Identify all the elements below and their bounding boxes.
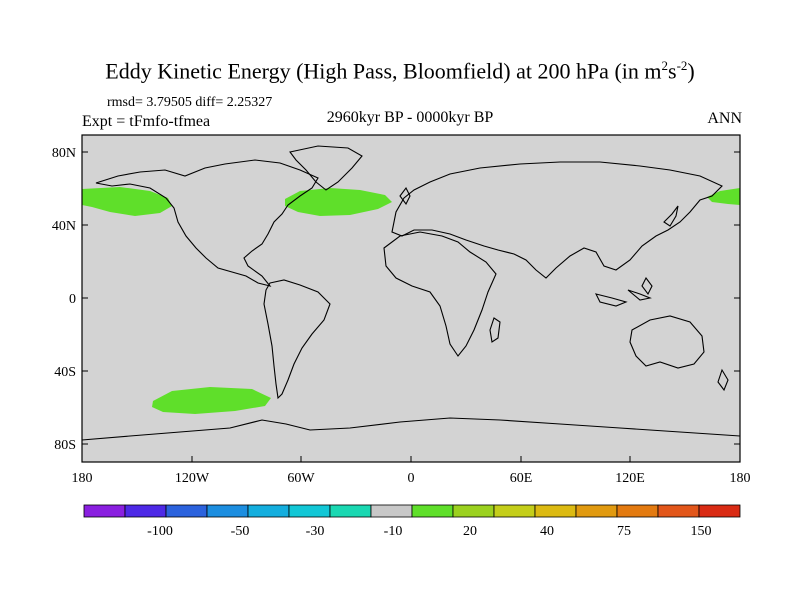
colorbar-label: 150	[691, 524, 712, 539]
colorbar-boxes	[83, 504, 741, 518]
coastline-indonesia	[594, 276, 653, 307]
coastline-greenland	[289, 145, 363, 191]
colorbar-box	[411, 504, 454, 518]
colorbar-label: -100	[147, 524, 173, 539]
title-text: Eddy Kinetic Energy (High Pass, Bloomfie…	[105, 58, 662, 84]
lon-label: 120W	[175, 471, 210, 486]
north-atlantic-patch	[285, 188, 392, 216]
coastline-japan	[663, 205, 679, 227]
axis-ticks	[81, 151, 741, 462]
colorbar-box	[493, 504, 536, 518]
map-title: Eddy Kinetic Energy (High Pass, Bloomfie…	[0, 58, 800, 84]
title-unit-mid: s	[668, 58, 677, 84]
coastline-uk	[399, 186, 411, 206]
coastline-madagascar	[489, 317, 501, 343]
lon-labels: 180 120W 60W 0 60E 120E 180	[72, 471, 751, 486]
north-pacific-west-patch	[82, 187, 172, 216]
lat-label: 40S	[54, 365, 76, 380]
lat-label: 80N	[52, 146, 76, 161]
colorbar-box	[124, 504, 167, 518]
colorbar: -100 -50 -30 -10 20 40 75 150	[83, 504, 741, 539]
colorbar-box	[329, 504, 372, 518]
lat-labels: 80N 40N 0 40S 80S	[52, 146, 76, 453]
title-close: )	[687, 58, 695, 84]
lon-label: 0	[408, 471, 415, 486]
coastline-new-zealand	[717, 368, 729, 392]
coastline-north-america	[95, 159, 319, 287]
season-label: ANN	[707, 110, 742, 127]
colorbar-box	[534, 504, 577, 518]
stats-text: rmsd= 3.79505 diff= 2.25327	[107, 95, 273, 110]
coastline-antarctica	[81, 417, 741, 441]
title-unit-exp1: 2	[661, 58, 669, 73]
colorbar-label: -50	[231, 524, 250, 539]
lon-label: 120E	[615, 471, 645, 486]
colorbar-label: -10	[384, 524, 403, 539]
coastline-south-america	[263, 279, 331, 400]
colorbar-box	[288, 504, 331, 518]
lat-label: 0	[69, 292, 76, 307]
colorbar-box	[657, 504, 700, 518]
coastline-eurasia	[391, 161, 723, 279]
colorbar-box	[247, 504, 290, 518]
lon-label: 60W	[287, 471, 315, 486]
lon-label: 180	[730, 471, 751, 486]
coastline-australia	[629, 315, 705, 369]
lat-label: 40N	[52, 219, 76, 234]
colorbar-label: 20	[463, 524, 477, 539]
colorbar-box	[206, 504, 249, 518]
anomaly-patches	[82, 187, 740, 414]
colorbar-box	[616, 504, 659, 518]
colorbar-label: 75	[617, 524, 631, 539]
south-pacific-patch	[152, 387, 271, 414]
coastline-africa	[383, 231, 497, 357]
colorbar-label: 40	[540, 524, 554, 539]
title-unit-exp2: -2	[676, 58, 688, 73]
expt-label: Expt = tFmfo-tfmea	[82, 113, 211, 130]
colorbar-box	[452, 504, 495, 518]
lat-label: 80S	[54, 438, 76, 453]
coastlines	[81, 145, 741, 441]
colorbar-label: -30	[306, 524, 325, 539]
colorbar-box	[575, 504, 618, 518]
colorbar-box	[370, 504, 413, 518]
colorbar-labels: -100 -50 -30 -10 20 40 75 150	[147, 524, 711, 539]
colorbar-box	[83, 504, 126, 518]
lon-label: 60E	[510, 471, 533, 486]
period-label: 2960kyr BP - 0000kyr BP	[326, 109, 494, 126]
colorbar-box	[165, 504, 208, 518]
colorbar-box	[698, 504, 741, 518]
north-pacific-east-patch	[707, 188, 740, 205]
lon-label: 180	[72, 471, 93, 486]
